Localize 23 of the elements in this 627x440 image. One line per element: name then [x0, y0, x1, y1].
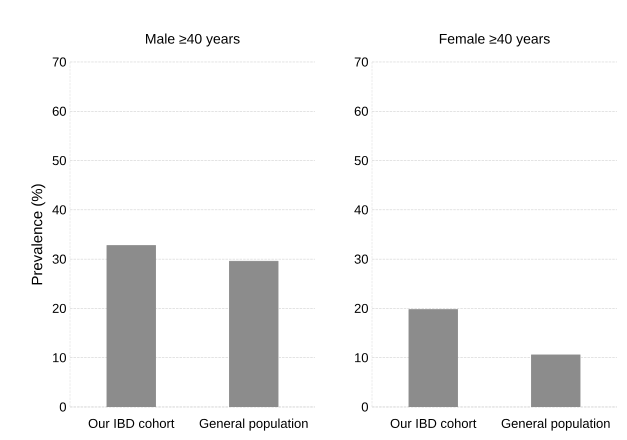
y-tick-label: 60	[354, 106, 368, 116]
y-tick-label: 10	[355, 353, 368, 362]
y-tick-label: 20	[354, 304, 368, 313]
y-tick-label: 70	[52, 57, 66, 67]
x-tick-label: General population	[502, 418, 610, 431]
y-tick-label: 70	[354, 57, 368, 67]
y-tick-label: 50	[52, 156, 66, 166]
y-tick-label: 10	[53, 353, 66, 362]
y-tick-label: 30	[354, 254, 368, 264]
chart-title: Female ≥40 years	[440, 33, 550, 46]
x-tick-label: Our IBD cohort	[390, 418, 476, 428]
y-tick-label: 50	[354, 156, 368, 166]
y-tick-label: 40	[354, 205, 368, 214]
y-tick-label: 30	[52, 254, 66, 264]
x-tick-label: Our IBD cohort	[88, 418, 174, 428]
chart-title: Male ≥40 years	[146, 33, 240, 46]
x-tick-label: General population	[200, 418, 308, 431]
y-tick-label: 40	[52, 205, 66, 214]
y-tick-label: 0	[362, 402, 368, 412]
y-tick-label: 60	[52, 106, 66, 116]
y-axis-title: Prevalence (%)	[31, 184, 46, 284]
y-tick-label: 0	[60, 402, 66, 412]
y-tick-label: 20	[52, 304, 66, 313]
